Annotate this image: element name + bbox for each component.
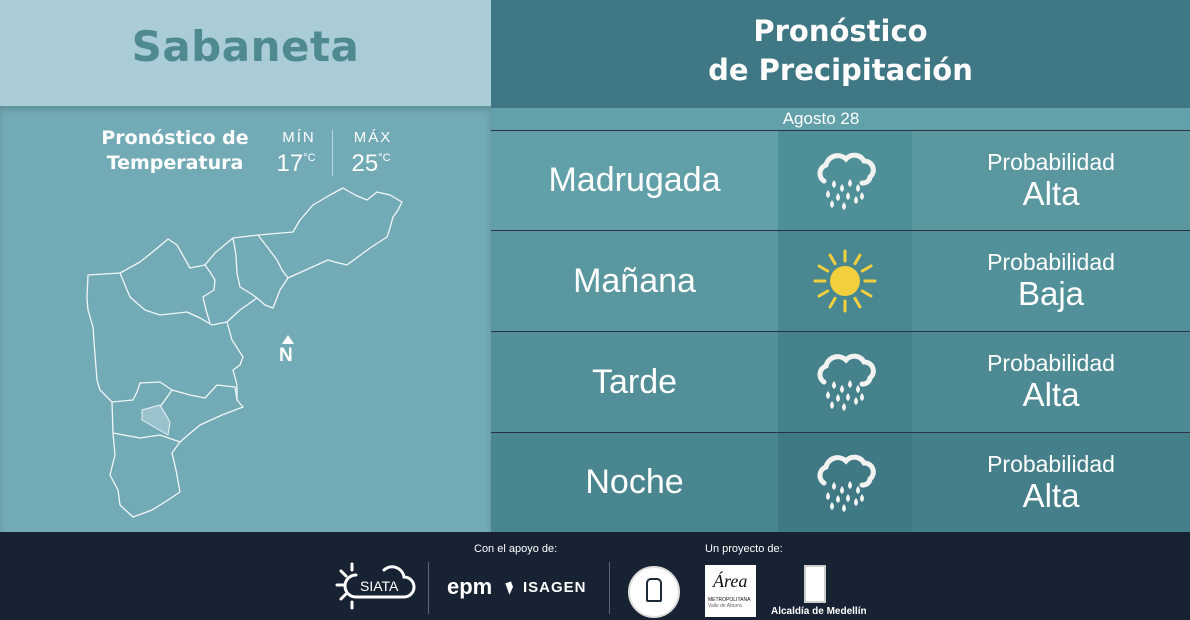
- rain-cloud-icon: [817, 353, 876, 411]
- footer: [0, 532, 1190, 620]
- map-boundary: [159, 389, 173, 408]
- probability-label: Probabilidad: [987, 148, 1115, 175]
- siata-sun-icon: [335, 562, 416, 610]
- probability-label: Probabilidad: [987, 249, 1115, 275]
- min-unit: °C: [303, 152, 316, 164]
- map-boundary: [202, 264, 216, 324]
- forecast-row-tarde: Tarde Probabilidad Alta: [491, 331, 1190, 432]
- weather-icon-cell: [778, 433, 912, 532]
- max-temperature: 25°C: [341, 150, 401, 178]
- precipitation-title-line1: Pronóstico: [753, 14, 928, 48]
- max-unit: °C: [378, 152, 391, 164]
- hand-icon: [646, 578, 662, 602]
- period-label: Tarde: [491, 332, 778, 432]
- precipitation-title-line2: de Precipitación: [708, 53, 973, 87]
- footer-divider: [428, 562, 429, 614]
- alcaldia-logo: Alcaldía de Medellín: [771, 606, 867, 617]
- map-boundary: [111, 381, 238, 403]
- weather-icon-cell: [778, 131, 912, 230]
- weather-icon-cell: [778, 231, 912, 331]
- probability-label: Probabilidad: [987, 350, 1115, 376]
- rain-cloud-icon: [817, 454, 876, 512]
- period-label: Madrugada: [491, 131, 778, 230]
- probability-label: Probabilidad: [987, 450, 1115, 477]
- area-subtext: METROPOLITANA: [708, 597, 751, 603]
- min-temperature: 17°C: [266, 150, 326, 178]
- medellin-seal-logo: [628, 566, 680, 618]
- area-text: Área: [713, 571, 748, 591]
- probability-cell: Probabilidad Alta: [912, 332, 1190, 432]
- probability-cell: Probabilidad Alta: [912, 131, 1190, 230]
- project-label: Un proyecto de:: [705, 543, 783, 555]
- precipitation-header: [491, 0, 1190, 108]
- forecast-row-noche: Noche Probabilidad Alta: [491, 432, 1190, 532]
- max-value: 25: [351, 150, 379, 177]
- siata-text: SIATA: [360, 578, 399, 594]
- forecast-row-madrugada: Madrugada Probabilidad Alta: [491, 130, 1190, 230]
- map-boundary: [257, 234, 289, 279]
- isagen-logo: ISAGEN: [523, 579, 587, 596]
- probability-cell: Probabilidad Alta: [912, 433, 1190, 532]
- probability-cell: Probabilidad Baja: [912, 231, 1190, 331]
- temperature-title-line1: Pronóstico de: [101, 127, 249, 149]
- probability-value: Baja: [1017, 275, 1085, 312]
- min-label: MÍN: [282, 129, 316, 146]
- sun-icon: [813, 249, 877, 313]
- weather-icon-cell: [778, 332, 912, 432]
- map-outline: [86, 187, 403, 518]
- map-panel: [0, 106, 491, 532]
- period-label: Noche: [491, 433, 778, 532]
- municipality-map: [86, 187, 403, 518]
- temperature-title-line2: Temperatura: [106, 152, 244, 174]
- forecast-row-mañana: Mañana Probabilidad Baja: [491, 230, 1190, 331]
- location-name: Sabaneta: [131, 22, 360, 71]
- area-metropolitana-logo: Área METROPOLITANA Valle de Aburrá: [705, 565, 756, 617]
- map-boundary: [112, 432, 181, 443]
- probability-value: Alta: [1022, 376, 1080, 413]
- support-label: Con el apoyo de:: [474, 543, 558, 555]
- probability-value: Alta: [1022, 476, 1080, 514]
- map-boundary: [119, 272, 228, 326]
- period-label: Mañana: [491, 231, 778, 331]
- rain-cloud-icon: [817, 152, 876, 210]
- epm-logo: epm: [447, 574, 493, 599]
- north-arrow-icon: [282, 335, 294, 344]
- probability-value: Alta: [1022, 174, 1080, 212]
- area-subtext2: Valle de Aburrá: [708, 603, 742, 609]
- siata-logo: SIATA: [334, 562, 418, 612]
- highlighted-municipality: [141, 404, 171, 436]
- date-strip: [491, 108, 1190, 130]
- min-value: 17: [276, 150, 304, 177]
- north-label: N: [279, 345, 293, 366]
- max-label: MÁX: [353, 129, 393, 146]
- temperature-divider: [332, 130, 333, 176]
- map-boundary: [232, 237, 258, 299]
- forecast-date: Agosto 28: [782, 109, 860, 128]
- location-header: [0, 0, 491, 106]
- precipitation-title: Pronóstico de Precipitación: [491, 12, 1190, 90]
- medellin-coat-of-arms-icon: [804, 565, 826, 603]
- footer-divider: [609, 562, 610, 614]
- temperature-title: Pronóstico de Temperatura: [90, 126, 260, 176]
